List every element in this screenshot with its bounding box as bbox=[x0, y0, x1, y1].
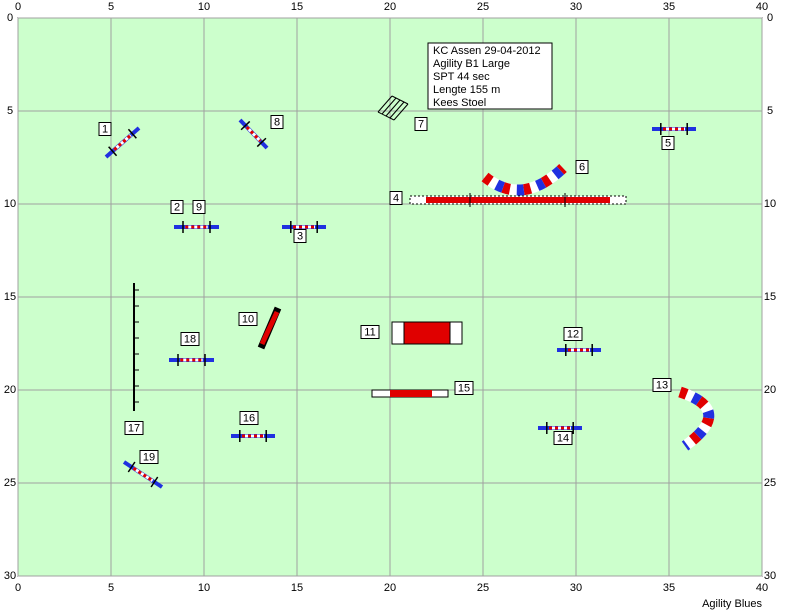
jump-bar bbox=[245, 125, 262, 143]
info-line: SPT 44 sec bbox=[433, 71, 490, 83]
tunnel bbox=[678, 386, 715, 451]
obstacle-number-box bbox=[360, 325, 380, 339]
obstacle-number: 8 bbox=[274, 116, 280, 128]
x-tick-label: 40 bbox=[756, 582, 768, 594]
y-tick-label: 20 bbox=[4, 384, 16, 396]
y-tick-label: 15 bbox=[764, 291, 776, 303]
jump-stand bbox=[256, 137, 267, 148]
x-tick-label: 5 bbox=[108, 1, 114, 13]
obstacle-number: 10 bbox=[242, 313, 254, 325]
info-line: Agility B1 Large bbox=[433, 58, 510, 70]
y-tick-label: 10 bbox=[764, 198, 776, 210]
obstacle-number-box bbox=[293, 229, 307, 243]
info-line: KC Assen 29-04-2012 bbox=[433, 45, 541, 57]
y-tick-label: 20 bbox=[764, 384, 776, 396]
y-tick-label: 0 bbox=[767, 12, 773, 24]
y-tick-label: 10 bbox=[4, 198, 16, 210]
jump-stand bbox=[127, 461, 136, 473]
y-tick-label: 5 bbox=[7, 105, 13, 117]
obstacle-number-box bbox=[139, 450, 159, 464]
x-tick-label: 25 bbox=[477, 1, 489, 13]
x-tick-label: 30 bbox=[570, 1, 582, 13]
y-tick-label: 30 bbox=[764, 570, 776, 582]
obstacles bbox=[104, 118, 696, 489]
jump-stand bbox=[150, 476, 159, 488]
tunnel bbox=[678, 386, 715, 451]
obstacle-number-box bbox=[180, 332, 200, 346]
jump-stand bbox=[127, 128, 137, 139]
obstacle-number-box bbox=[389, 191, 403, 205]
x-tick-label: 0 bbox=[15, 1, 21, 13]
obstacle-number-box bbox=[239, 411, 259, 425]
obstacle-number-box bbox=[553, 431, 573, 445]
dogwalk-plank bbox=[426, 197, 610, 203]
y-tick-label: 15 bbox=[4, 291, 16, 303]
obstacle-number: 13 bbox=[656, 379, 668, 391]
info-line: Kees Stoel bbox=[433, 97, 486, 109]
obstacle-number: 7 bbox=[418, 118, 424, 130]
jump-bar bbox=[113, 134, 132, 151]
jump-stand bbox=[108, 146, 118, 157]
seesaw-plank bbox=[390, 390, 432, 397]
obstacle-number: 4 bbox=[393, 192, 399, 204]
y-tick-label: 25 bbox=[764, 477, 776, 489]
x-tick-label: 40 bbox=[756, 1, 768, 13]
obstacle-number: 3 bbox=[297, 230, 303, 242]
obstacle-number-box bbox=[170, 200, 184, 214]
obstacle-number-box bbox=[98, 122, 112, 136]
x-tick-label: 5 bbox=[108, 582, 114, 594]
fan bbox=[377, 95, 409, 121]
obstacle-number: 1 bbox=[102, 123, 108, 135]
obstacle-number: 6 bbox=[579, 161, 585, 173]
x-tick-label: 20 bbox=[384, 582, 396, 594]
obstacle-number-box bbox=[563, 327, 583, 341]
obstacle-number-box bbox=[454, 381, 474, 395]
x-tick-label: 15 bbox=[291, 582, 303, 594]
obstacle-number: 9 bbox=[196, 201, 202, 213]
x-tick-label: 35 bbox=[663, 582, 675, 594]
obstacle-number-box bbox=[238, 312, 258, 326]
obstacle-number-box bbox=[192, 200, 206, 214]
obstacle-number-box bbox=[414, 117, 428, 131]
info-box bbox=[427, 42, 553, 110]
y-tick-label: 25 bbox=[4, 477, 16, 489]
obstacle-number-box bbox=[124, 421, 144, 435]
x-tick-label: 10 bbox=[198, 582, 210, 594]
y-tick-label: 30 bbox=[4, 570, 16, 582]
tire bbox=[259, 310, 280, 346]
obstacle-number: 5 bbox=[665, 137, 671, 149]
tunnel bbox=[481, 163, 567, 196]
obstacle-number: 15 bbox=[458, 382, 470, 394]
info-line: Lengte 155 m bbox=[433, 84, 500, 96]
y-tick-label: 5 bbox=[767, 105, 773, 117]
obstacle-number: 14 bbox=[557, 432, 569, 444]
jump-stand bbox=[240, 120, 251, 131]
obstacle-number-box bbox=[652, 378, 672, 392]
jump-bar bbox=[132, 466, 154, 483]
obstacle-number: 19 bbox=[143, 451, 155, 463]
obstacle-number: 2 bbox=[174, 201, 180, 213]
footer: Agility Blues bbox=[702, 598, 762, 610]
obstacle-number-box bbox=[270, 115, 284, 129]
x-tick-label: 20 bbox=[384, 1, 396, 13]
x-tick-label: 0 bbox=[15, 582, 21, 594]
y-tick-label: 0 bbox=[7, 12, 13, 24]
obstacle-number-box bbox=[575, 160, 589, 174]
obstacle-number: 11 bbox=[364, 326, 375, 338]
x-tick-label: 10 bbox=[198, 1, 210, 13]
obstacle-number-box bbox=[661, 136, 675, 150]
x-tick-label: 30 bbox=[570, 582, 582, 594]
x-tick-label: 25 bbox=[477, 582, 489, 594]
obstacle-number: 18 bbox=[184, 333, 196, 345]
x-tick-label: 35 bbox=[663, 1, 675, 13]
obstacle-number: 17 bbox=[128, 422, 140, 434]
obstacle-number: 12 bbox=[567, 328, 579, 340]
x-tick-label: 15 bbox=[291, 1, 303, 13]
tunnel-body bbox=[403, 321, 451, 345]
obstacle-number: 16 bbox=[243, 412, 255, 424]
